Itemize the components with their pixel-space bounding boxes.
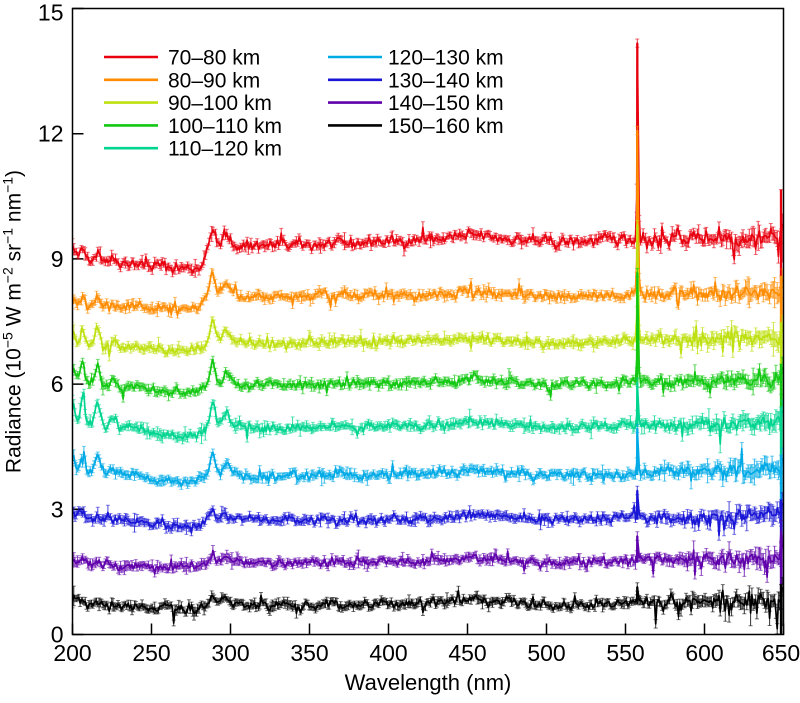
svg-text:200: 200 xyxy=(53,640,91,666)
svg-text:6: 6 xyxy=(51,371,64,397)
svg-text:120–130 km: 120–130 km xyxy=(388,47,504,70)
svg-text:80–90 km: 80–90 km xyxy=(168,69,260,92)
svg-text:300: 300 xyxy=(211,640,249,666)
svg-text:Radiance (10−5 W m−2 sr−1 nm−1: Radiance (10−5 W m−2 sr−1 nm−1) xyxy=(0,170,26,473)
svg-text:90–100 km: 90–100 km xyxy=(168,92,272,115)
svg-text:3: 3 xyxy=(51,496,64,522)
svg-text:110–120 km: 110–120 km xyxy=(168,138,282,161)
svg-text:100–110 km: 100–110 km xyxy=(168,115,282,138)
svg-text:15: 15 xyxy=(38,0,64,26)
svg-text:9: 9 xyxy=(51,246,64,272)
svg-text:650: 650 xyxy=(762,640,800,666)
svg-text:500: 500 xyxy=(527,640,565,666)
svg-text:150–160 km: 150–160 km xyxy=(388,115,504,138)
svg-text:Wavelength (nm): Wavelength (nm) xyxy=(345,670,512,695)
svg-text:600: 600 xyxy=(685,640,723,666)
svg-text:70–80 km: 70–80 km xyxy=(168,47,260,70)
svg-text:12: 12 xyxy=(38,121,64,147)
svg-text:350: 350 xyxy=(290,640,328,666)
svg-text:250: 250 xyxy=(132,640,170,666)
svg-text:550: 550 xyxy=(606,640,644,666)
svg-text:450: 450 xyxy=(448,640,486,666)
svg-text:130–140 km: 130–140 km xyxy=(388,69,504,92)
svg-text:400: 400 xyxy=(369,640,407,666)
svg-text:0: 0 xyxy=(51,622,64,648)
svg-text:140–150 km: 140–150 km xyxy=(388,92,504,115)
